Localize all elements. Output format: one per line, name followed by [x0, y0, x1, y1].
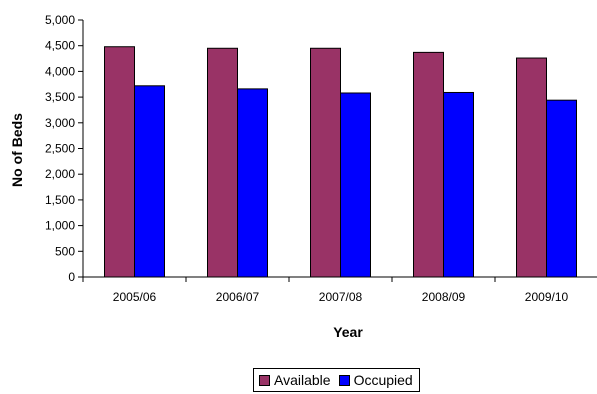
legend-swatch-occupied: [338, 374, 350, 386]
y-axis-title: No of Beds: [9, 113, 25, 187]
x-tick-label: 2009/10: [525, 290, 569, 304]
y-tick-label: 2,500: [45, 142, 75, 156]
x-tick-label: 2006/07: [216, 290, 260, 304]
bar-available-2008-09: [413, 51, 444, 278]
y-tick-label: 2,000: [45, 167, 75, 181]
legend-label-available: Available: [274, 372, 331, 388]
bar-occupied-2007-08: [340, 92, 371, 278]
bar-available-2006-07: [207, 47, 238, 278]
y-tick-label: 500: [55, 244, 75, 258]
bar-available-2005-06: [104, 46, 135, 278]
bar-available-2007-08: [310, 47, 341, 278]
y-tick-label: 1,000: [45, 219, 75, 233]
legend: Available Occupied: [253, 368, 420, 392]
bar-occupied-2006-07: [237, 88, 268, 278]
y-tick-label: 5,000: [45, 13, 75, 27]
y-tick-label: 4,000: [45, 64, 75, 78]
bar-occupied-2008-09: [443, 91, 474, 278]
x-tick-label: 2007/08: [319, 290, 363, 304]
bar-available-2009-10: [516, 57, 547, 278]
legend-swatch-available: [259, 374, 270, 386]
plot-area: 2005/06 2006/07 2007/08 2008/09 2009/10 0 500 1…: [45, 13, 597, 304]
y-tick-label: 3,500: [45, 90, 75, 104]
y-tick-label: 1,500: [45, 193, 75, 207]
legend-label-occupied: Occupied: [353, 372, 413, 388]
bar-occupied-2005-06: [134, 85, 165, 278]
y-tick-label: 4,500: [45, 39, 75, 53]
y-tick-label: 3,000: [45, 116, 75, 130]
legend-item-occupied: Occupied: [338, 372, 413, 388]
y-tick-label: 0: [68, 270, 75, 284]
x-tick-label: 2005/06: [113, 290, 157, 304]
bar-occupied-2009-10: [546, 99, 577, 278]
legend-item-available: Available: [259, 372, 331, 388]
x-tick-label: 2008/09: [422, 290, 466, 304]
x-axis-title: Year: [333, 324, 363, 340]
